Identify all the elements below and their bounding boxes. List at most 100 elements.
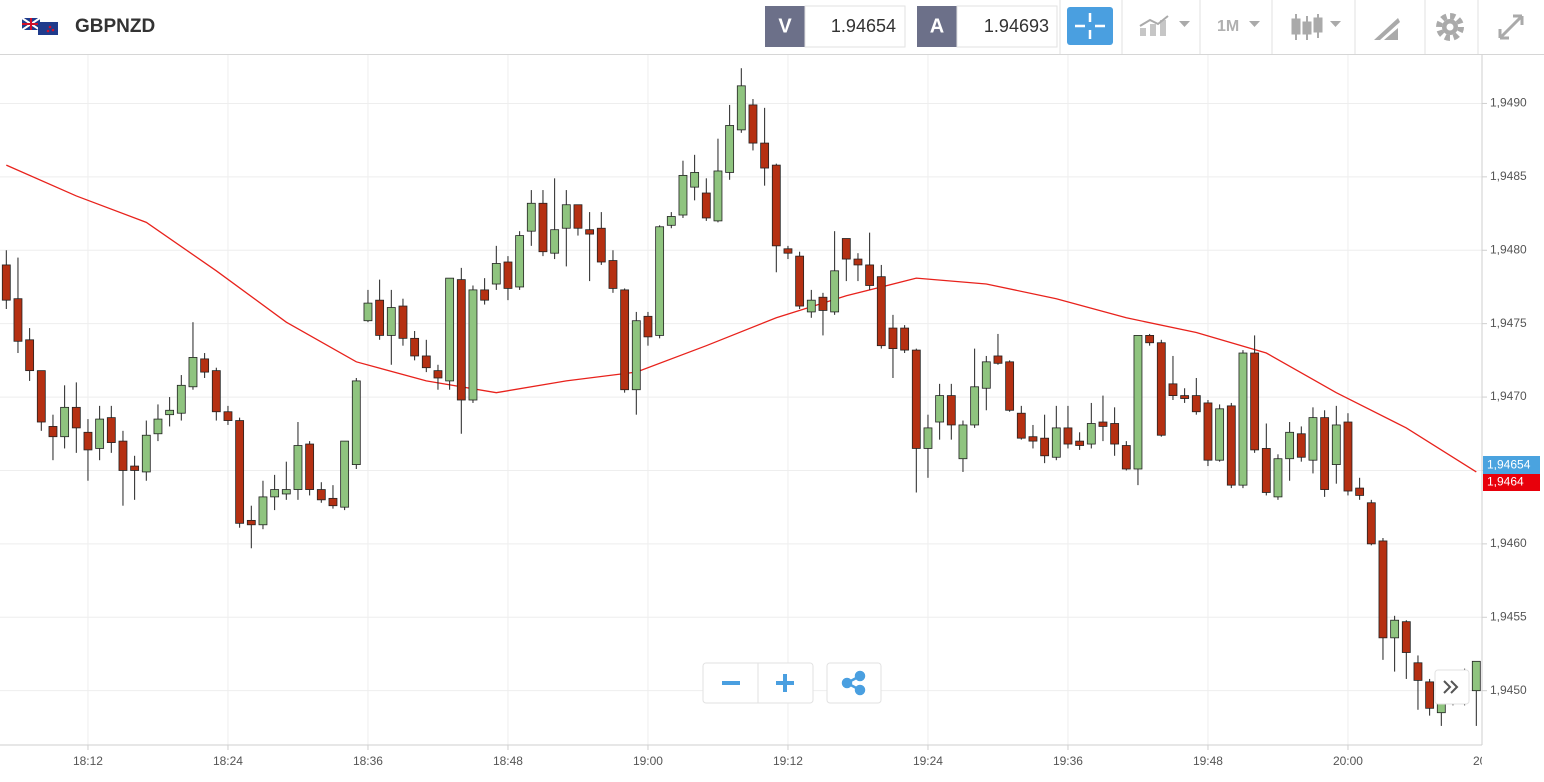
crosshair-icon [1075,13,1105,39]
x-tick-label: 19:36 [1053,754,1083,768]
candle-body [176,384,186,414]
bid-box [804,5,906,48]
candle-body [935,395,945,423]
candle-body [141,434,151,473]
candle-body [1180,395,1190,399]
candle-body [736,85,746,131]
indicators-button[interactable] [1139,15,1190,36]
bid-button[interactable] [765,6,805,47]
candle-body [106,417,116,443]
candle-body [398,305,408,339]
candle-body [1028,436,1038,442]
candle-body [363,302,373,322]
candle-body [1,264,11,301]
fullscreen-button[interactable] [1498,14,1524,40]
timeframe-caret [1249,21,1260,27]
candle-body [631,320,641,391]
candle-body [60,406,70,438]
price-label: 1,9464 [1487,475,1524,489]
settings-button[interactable] [1436,13,1464,41]
zoom-out-button[interactable] [722,681,740,685]
candle-body [620,289,630,391]
zoom-in-button[interactable] [776,674,794,692]
timeframe[interactable]: 1M [1217,18,1239,35]
drawing-button[interactable] [1374,18,1400,40]
candle-body [783,248,793,254]
symbol: GBPNZD [75,16,155,37]
y-axis: 1,94501,94551,94601,94651,94701,94751,94… [1481,55,1544,782]
candle-body [1366,502,1376,545]
candle-body [316,489,326,501]
candle-body [970,386,980,426]
bid-price: 1.94654 [831,16,896,36]
candle-body [1285,431,1295,460]
candle-body [95,418,105,449]
share-icon [841,670,866,696]
candle-body [1005,361,1015,411]
crosshair-button[interactable] [1067,7,1113,45]
candle-body [281,489,291,495]
x-tick-label: 18:12 [73,754,103,768]
candle-body [666,216,676,226]
candle-body [445,277,455,382]
ask-box [956,5,1058,48]
candle-body [690,172,700,188]
candle-body [130,465,140,471]
candle-body [375,299,385,336]
candle-body [865,264,875,286]
candle-body [235,420,245,524]
candle-body [456,279,466,401]
x-tick-labels: 18:12 18:24 18:36 18:48 19:00 19:12 19:24 19:36… [73,745,1503,768]
candle-body [561,204,571,229]
candle-body [993,355,1003,364]
candle-body [421,355,431,369]
candle-body [923,427,933,449]
axes [0,744,1544,782]
chart-type-button[interactable] [1291,14,1341,40]
candle-body [293,445,303,490]
candle-body [258,496,268,526]
x-tick-label: 19:48 [1193,754,1223,768]
candle-body [853,258,863,266]
candle-body [806,299,816,313]
candle-body [771,164,781,247]
price-label-bg [1483,473,1540,491]
candle-body [1320,417,1330,490]
price-label: 1,94654 [1487,458,1531,472]
candle-body [1110,423,1120,445]
candle-body [1413,662,1423,681]
header: GBPNZD V 1.94654 A 1.94693 1M [0,0,1544,55]
candle-body [165,409,175,416]
candle-body [550,229,560,254]
candle-body [1086,423,1096,445]
candle-body [981,361,991,389]
moving-average-line [6,164,1477,473]
candle-body [538,202,548,253]
x-tick-label: 19:24 [913,754,943,768]
candle-body [1168,383,1178,396]
candle-body [270,489,280,498]
candle-body [958,424,968,460]
candle-body [1261,448,1271,493]
x-tick-label: 18:36 [353,754,383,768]
candle-body [1471,660,1481,692]
share-button[interactable] [826,662,882,704]
candle-body [1203,402,1213,461]
x-tick-label: 18:48 [493,754,523,768]
y-tick-label: 1,9475 [1490,316,1527,330]
candle-body [480,289,490,301]
ask-letter: A [930,15,944,37]
candle-body [1343,421,1353,492]
candle-body [596,227,606,263]
candle-body [1250,352,1260,451]
ask-button[interactable] [917,6,957,47]
candle-body [1425,681,1435,709]
x-tick-label: 20:00 [1333,754,1363,768]
candle-body [1273,458,1283,498]
candle-body [153,418,163,435]
scroll-right-button[interactable] [1434,669,1470,705]
flag [21,17,58,35]
candle-body [655,226,665,336]
candle-body [1355,487,1365,496]
ask-price: 1.94693 [984,16,1049,36]
